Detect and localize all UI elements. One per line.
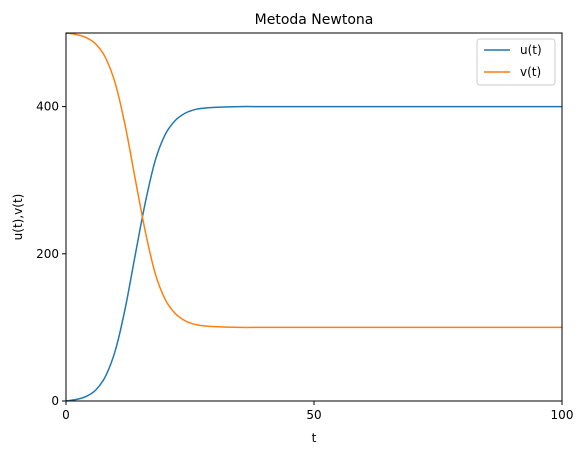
legend-label-v: v(t) bbox=[520, 65, 541, 79]
y-tick-label: 400 bbox=[36, 100, 59, 114]
series-line-v bbox=[65, 32, 562, 329]
x-axis-label: t bbox=[312, 431, 317, 445]
series-line-u bbox=[65, 105, 562, 402]
plot-frame bbox=[65, 32, 563, 402]
y-tick-label: 0 bbox=[51, 394, 59, 408]
y-axis-ticks: 0 200 400 bbox=[36, 100, 66, 408]
y-axis-label: u(t),v(t) bbox=[11, 194, 25, 241]
x-tick-label: 100 bbox=[551, 408, 574, 422]
legend: u(t) v(t) bbox=[476, 38, 556, 86]
legend-label-u: u(t) bbox=[520, 43, 542, 57]
y-tick-label: 200 bbox=[36, 247, 59, 261]
series-layer bbox=[65, 32, 562, 402]
legend-box bbox=[476, 38, 556, 86]
chart-title: Metoda Newtona bbox=[255, 12, 374, 28]
x-tick-label: 50 bbox=[306, 408, 321, 422]
x-axis-ticks: 0 50 100 bbox=[62, 401, 573, 422]
x-tick-label: 0 bbox=[62, 408, 70, 422]
